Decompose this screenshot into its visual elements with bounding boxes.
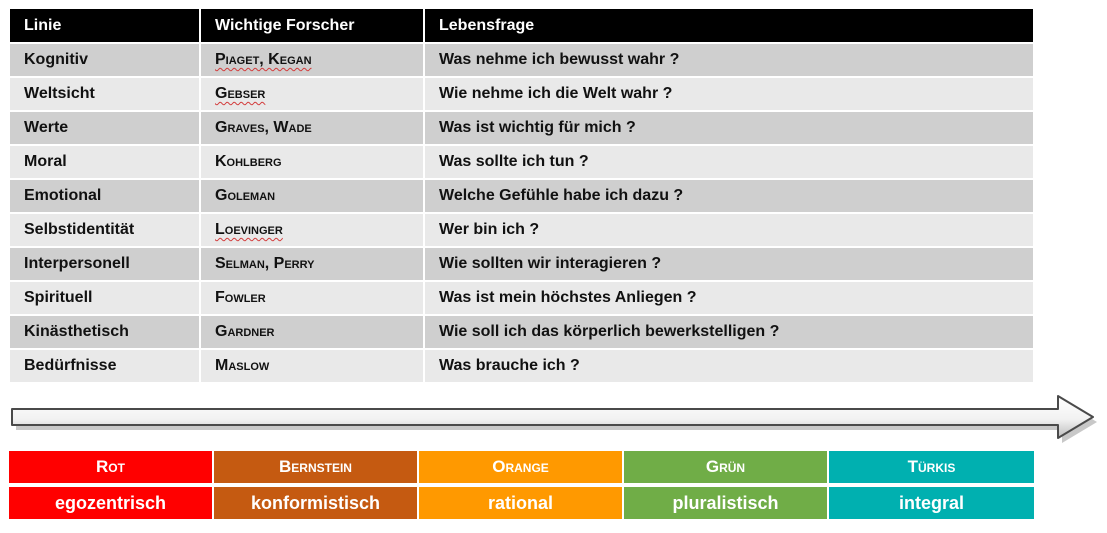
frage-cell: Wer bin ich ? <box>424 212 1033 247</box>
frage-cell: Was nehme ich bewusst wahr ? <box>424 42 1033 77</box>
header-lebensfrage: Lebensfrage <box>424 9 1033 43</box>
frage-cell: Wie soll ich das körperlich bewerkstelli… <box>424 314 1033 349</box>
linie-cell: Kognitiv <box>10 42 201 77</box>
level-desc-gruen: pluralistisch <box>624 487 829 519</box>
frage-cell: Was ist mein höchstes Anliegen ? <box>424 280 1033 315</box>
frage-cell: Was sollte ich tun ? <box>424 144 1033 179</box>
table-row: Kinästhetisch Gardner Wie soll ich das k… <box>10 314 1033 349</box>
forscher-cell: Selman, Perry <box>200 246 425 281</box>
forscher-text: Gebser <box>215 85 266 102</box>
value-levels: Rot Bernstein Orange Grün Türkis egozent… <box>9 451 1034 523</box>
table-header: Linie Wichtige Forscher Lebensfrage <box>10 9 1033 43</box>
forscher-cell: Fowler <box>200 280 425 315</box>
forscher-cell: Loevinger <box>200 212 425 247</box>
linie-cell: Spirituell <box>10 280 201 315</box>
level-name-rot: Rot <box>9 451 214 483</box>
level-name-bernstein: Bernstein <box>214 451 419 483</box>
forscher-cell: Goleman <box>200 178 425 213</box>
level-name-gruen: Grün <box>624 451 829 483</box>
level-desc-orange: rational <box>419 487 624 519</box>
forscher-text: Selman, Perry <box>215 255 315 272</box>
forscher-text: Piaget, Kegan <box>215 51 312 68</box>
level-desc-rot: egozentrisch <box>9 487 214 519</box>
frage-cell: Was ist wichtig für mich ? <box>424 110 1033 145</box>
table-row: Spirituell Fowler Was ist mein höchstes … <box>10 280 1033 315</box>
development-lines-table: Linie Wichtige Forscher Lebensfrage Kogn… <box>10 9 1033 382</box>
linie-cell: Interpersonell <box>10 246 201 281</box>
frage-cell: Wie nehme ich die Welt wahr ? <box>424 76 1033 111</box>
linie-cell: Moral <box>10 144 201 179</box>
level-desc-tuerkis: integral <box>829 487 1034 519</box>
linie-cell: Selbstidentität <box>10 212 201 247</box>
table-row: Moral Kohlberg Was sollte ich tun ? <box>10 144 1033 179</box>
level-name-tuerkis: Türkis <box>829 451 1034 483</box>
linie-cell: Weltsicht <box>10 76 201 111</box>
table-row: Interpersonell Selman, Perry Wie sollten… <box>10 246 1033 281</box>
table-row: Werte Graves, Wade Was ist wichtig für m… <box>10 110 1033 145</box>
linie-cell: Werte <box>10 110 201 145</box>
frage-cell: Wie sollten wir interagieren ? <box>424 246 1033 281</box>
header-linie: Linie <box>10 9 201 43</box>
forscher-cell: Gardner <box>200 314 425 349</box>
forscher-cell: Graves, Wade <box>200 110 425 145</box>
linie-cell: Kinästhetisch <box>10 314 201 349</box>
table-row: Kognitiv Piaget, Kegan Was nehme ich bew… <box>10 42 1033 77</box>
level-descriptions-row: egozentrisch konformistisch rational plu… <box>9 487 1034 519</box>
table-row: Selbstidentität Loevinger Wer bin ich ? <box>10 212 1033 247</box>
forscher-text: Graves, Wade <box>215 119 312 136</box>
level-name-orange: Orange <box>419 451 624 483</box>
linie-cell: Emotional <box>10 178 201 213</box>
development-arrow-icon <box>11 395 1097 443</box>
frage-cell: Welche Gefühle habe ich dazu ? <box>424 178 1033 213</box>
header-forscher: Wichtige Forscher <box>200 9 425 43</box>
level-names-row: Rot Bernstein Orange Grün Türkis <box>9 451 1034 483</box>
linie-cell: Bedürfnisse <box>10 348 201 382</box>
forscher-text: Gardner <box>215 323 275 340</box>
frage-cell: Was brauche ich ? <box>424 348 1033 382</box>
table-row: Bedürfnisse Maslow Was brauche ich ? <box>10 348 1033 382</box>
table-row: Weltsicht Gebser Wie nehme ich die Welt … <box>10 76 1033 111</box>
forscher-text: Goleman <box>215 187 276 204</box>
table-row: Emotional Goleman Welche Gefühle habe ic… <box>10 178 1033 213</box>
forscher-text: Maslow <box>215 357 270 374</box>
forscher-text: Loevinger <box>215 221 283 238</box>
level-desc-bernstein: konformistisch <box>214 487 419 519</box>
forscher-cell: Maslow <box>200 348 425 382</box>
forscher-cell: Kohlberg <box>200 144 425 179</box>
forscher-cell: Piaget, Kegan <box>200 42 425 77</box>
forscher-text: Kohlberg <box>215 153 282 170</box>
forscher-cell: Gebser <box>200 76 425 111</box>
forscher-text: Fowler <box>215 289 266 306</box>
table-body: Kognitiv Piaget, Kegan Was nehme ich bew… <box>10 42 1033 382</box>
